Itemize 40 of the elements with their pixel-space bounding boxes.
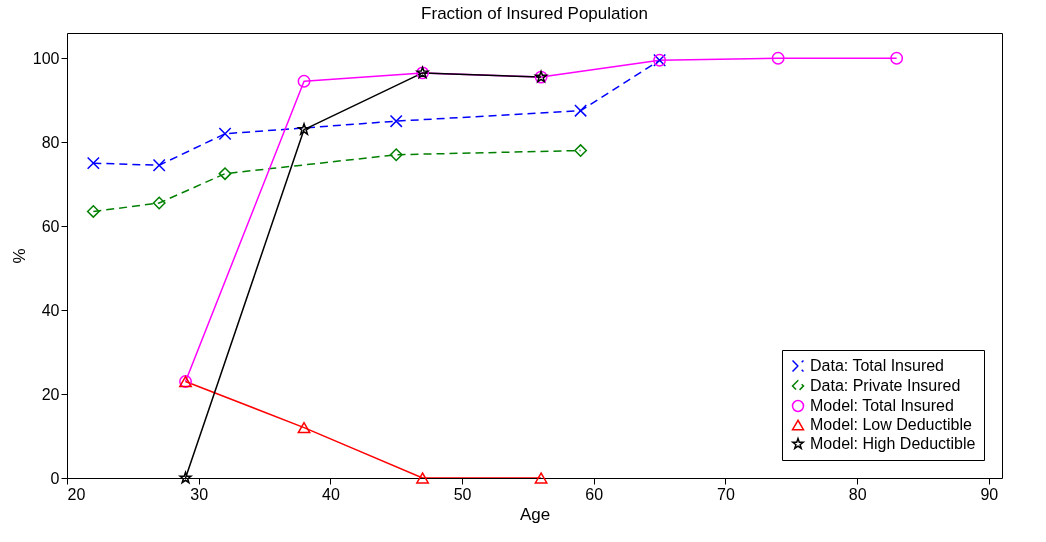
point: [297, 74, 311, 88]
y-tick-label: 100: [32, 49, 60, 67]
x-tick-label: 90: [980, 485, 999, 503]
point: [152, 158, 166, 172]
x-tick-label: 70: [717, 485, 735, 503]
legend-label: Model: Low Deductible: [810, 416, 972, 433]
point: [574, 104, 588, 118]
chart-title: Fraction of Insured Population: [421, 4, 648, 23]
y-tick-label: 20: [41, 385, 60, 403]
point: [890, 51, 904, 65]
x-tick-label: 80: [848, 485, 867, 503]
point: [416, 472, 430, 484]
legend-label: Model: High Deductible: [810, 435, 976, 452]
y-tick-label: 60: [41, 217, 60, 235]
legend-label: Data: Private Insured: [810, 377, 961, 394]
x-tick-label: 30: [190, 485, 209, 503]
y-axis-title: %: [9, 248, 29, 264]
x-tick-label: 50: [453, 485, 472, 503]
point: [574, 144, 588, 157]
x-tick-label: 20: [67, 485, 86, 503]
point: [86, 204, 100, 218]
point: [389, 148, 403, 162]
point: [534, 472, 548, 484]
y-tick-label: 80: [41, 133, 60, 151]
point: [218, 167, 232, 181]
legend-label: Data: Total Insured: [810, 357, 945, 374]
y-tick-label: 0: [50, 469, 60, 487]
point: [389, 114, 403, 128]
x-tick-label: 60: [585, 485, 604, 503]
point: [152, 196, 166, 210]
point: [86, 156, 100, 170]
point: [179, 471, 192, 484]
point: [297, 123, 311, 135]
x-axis-title: Age: [519, 504, 551, 524]
legend-label: Model: Total Insured: [810, 397, 954, 414]
y-tick-label: 40: [41, 301, 60, 319]
point: [771, 51, 785, 65]
point: [218, 127, 232, 141]
point: [297, 421, 311, 434]
x-tick-label: 40: [321, 485, 340, 503]
